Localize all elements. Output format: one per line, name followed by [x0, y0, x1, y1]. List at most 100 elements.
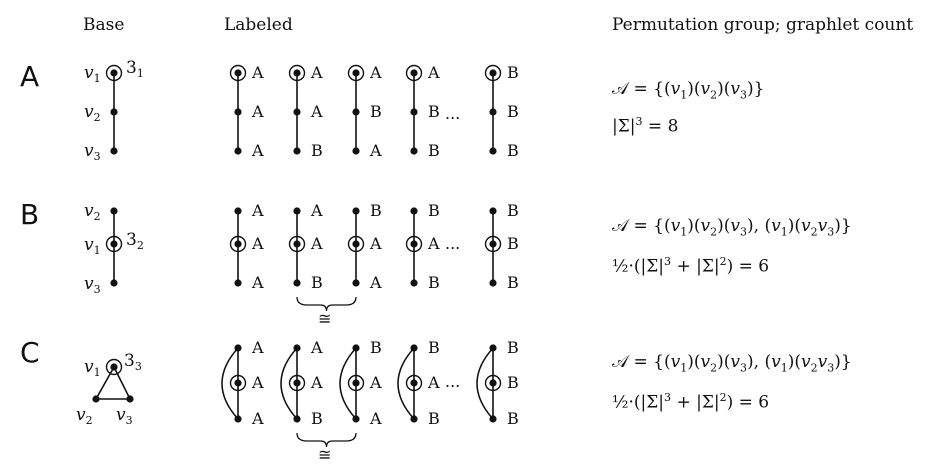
labeled-vertex	[293, 344, 301, 352]
vertex-letter-label: B	[428, 201, 440, 220]
vertex-letter-label: B	[507, 273, 519, 292]
labeled-vertex	[234, 344, 242, 352]
labeled-vertex	[293, 279, 301, 287]
labeled-edge-arc	[476, 347, 494, 420]
isomorphism-symbol: ≅	[318, 309, 331, 328]
header-base: Base	[83, 15, 125, 35]
row-label-a: A	[20, 60, 40, 93]
labeled-vertex	[293, 379, 301, 387]
vertex-letter-label: B	[370, 338, 382, 357]
vertex-letter-label: A	[251, 409, 264, 428]
base-vertex	[110, 69, 118, 77]
base-vertex	[110, 147, 118, 155]
base-vertex	[110, 363, 118, 371]
base-vertex	[92, 395, 100, 403]
count-a: |Σ|3 = 8	[612, 115, 679, 137]
labeled-vertex	[293, 207, 301, 215]
root-ring	[484, 235, 502, 253]
group-a: 𝒜 = {(v1)(v2)(v3)}	[612, 79, 765, 102]
count-c: ½·(|Σ|3 + |Σ|2) = 6	[612, 391, 770, 413]
vertex-letter-label: A	[310, 102, 323, 121]
labeled-vertex	[352, 415, 360, 423]
vertex-letter-label: A	[427, 373, 440, 392]
vertex-letter-label: A	[369, 141, 382, 160]
vertex-letter-label: A	[310, 338, 323, 357]
row-label-c: C	[20, 336, 40, 369]
orbit-label-c: 33	[124, 351, 142, 373]
base-vertex	[110, 108, 118, 116]
labeled-vertex	[489, 207, 497, 215]
vertex-letter-label: B	[370, 201, 382, 220]
root-ring	[347, 235, 365, 253]
vertex-letter-label: A	[251, 373, 264, 392]
vertex-letter-label: B	[311, 141, 323, 160]
vertex-letter-label: A	[251, 63, 264, 82]
labeled-vertex	[410, 69, 418, 77]
root-ring	[105, 235, 123, 253]
labeled-vertex	[352, 379, 360, 387]
vertex-letter-label: A	[369, 273, 382, 292]
labeled-vertex	[293, 147, 301, 155]
labeled-vertex	[234, 108, 242, 116]
labeled-vertex	[489, 379, 497, 387]
labeled-edge-arc	[280, 347, 298, 420]
vertex-letter-label: A	[427, 234, 440, 253]
base-vertex-label: v3	[84, 274, 101, 296]
labeled-vertex	[234, 415, 242, 423]
vertex-letter-label: B	[370, 102, 382, 121]
vertex-letter-label: B	[507, 63, 519, 82]
vertex-letter-label: A	[251, 201, 264, 220]
iso-brace-b	[296, 296, 357, 312]
labeled-vertex	[410, 379, 418, 387]
vertex-letter-label: A	[369, 234, 382, 253]
labeled-vertex	[410, 344, 418, 352]
base-vertex-label: v1	[84, 357, 101, 379]
root-ring	[347, 374, 365, 392]
labeled-vertex	[352, 240, 360, 248]
orbit-label-a: 31	[126, 58, 144, 80]
labeled-vertex	[489, 147, 497, 155]
labeled-vertex	[489, 108, 497, 116]
base-edge	[113, 366, 131, 400]
ellipsis: ...	[445, 372, 460, 391]
root-ring	[347, 64, 365, 82]
labeled-vertex	[489, 279, 497, 287]
root-ring	[288, 374, 306, 392]
ellipsis: ...	[445, 234, 460, 253]
root-ring	[484, 374, 502, 392]
root-ring	[105, 358, 123, 376]
orbit-label-b: 32	[126, 230, 144, 252]
root-ring	[229, 235, 247, 253]
labeled-vertex	[352, 147, 360, 155]
vertex-letter-label: B	[428, 409, 440, 428]
vertex-letter-label: A	[369, 63, 382, 82]
header-permutation-group: Permutation group; graphlet count	[612, 15, 914, 35]
labeled-vertex	[489, 415, 497, 423]
vertex-letter-label: A	[310, 234, 323, 253]
row-label-b: B	[20, 198, 40, 231]
labeled-vertex	[234, 240, 242, 248]
base-vertex-label: v1	[84, 63, 101, 85]
vertex-letter-label: B	[507, 338, 519, 357]
vertex-letter-label: B	[507, 141, 519, 160]
base-vertex-label: v2	[84, 102, 101, 124]
base-vertex-label: v2	[84, 201, 101, 223]
vertex-letter-label: A	[369, 409, 382, 428]
labeled-vertex	[234, 279, 242, 287]
root-ring	[105, 64, 123, 82]
labeled-edge-arc	[339, 347, 357, 420]
base-vertex	[126, 395, 134, 403]
labeled-vertex	[293, 415, 301, 423]
labeled-vertex	[489, 344, 497, 352]
root-ring	[229, 374, 247, 392]
vertex-letter-label: A	[369, 373, 382, 392]
labeled-vertex	[410, 279, 418, 287]
labeled-vertex	[489, 240, 497, 248]
isomorphism-symbol: ≅	[318, 445, 331, 464]
root-ring	[405, 64, 423, 82]
vertex-letter-label: B	[428, 141, 440, 160]
vertex-letter-label: A	[310, 373, 323, 392]
base-vertex-label: v3	[116, 405, 133, 427]
labeled-vertex	[293, 69, 301, 77]
